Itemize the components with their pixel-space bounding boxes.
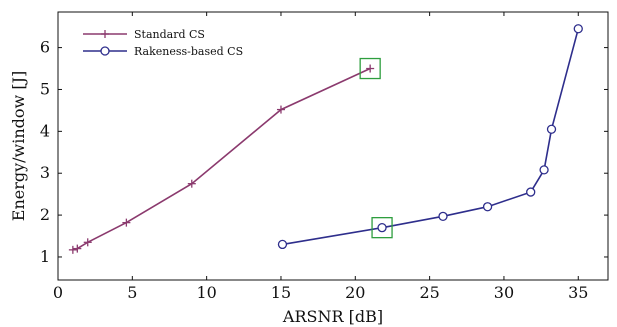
data-point — [366, 64, 375, 73]
x-axis-label: ARSNR [dB] — [282, 307, 383, 326]
series-1 — [68, 64, 375, 254]
y-tick-label: 2 — [40, 205, 50, 224]
y-tick-label: 3 — [40, 163, 50, 182]
legend-label: Standard CS — [134, 28, 205, 41]
data-point — [539, 165, 549, 175]
data-point — [73, 244, 82, 253]
plot-frame — [57, 11, 609, 281]
highlight-box — [371, 217, 393, 239]
x-tick-label: 0 — [53, 283, 63, 302]
data-point — [546, 124, 557, 134]
data-point — [276, 105, 285, 114]
y-tick-label: 6 — [40, 38, 50, 57]
x-tick-label: 10 — [196, 283, 216, 302]
data-point — [187, 179, 196, 188]
x-tick-label: 20 — [345, 283, 365, 302]
data-point — [68, 245, 77, 254]
y-tick-label: 4 — [40, 121, 50, 140]
series-line — [282, 28, 580, 246]
legend-marker — [100, 46, 110, 56]
data-point — [438, 211, 448, 222]
legend-label: Rakeness-based CS — [134, 45, 243, 58]
series-2 — [277, 24, 583, 250]
x-tick-label: 5 — [127, 283, 137, 302]
highlight-box — [359, 57, 381, 80]
x-tick-label: 25 — [419, 283, 439, 302]
x-tick-label: 30 — [494, 283, 514, 302]
legend: Standard CS Rakeness-based CS — [83, 28, 243, 58]
x-tick-label: 35 — [568, 283, 588, 302]
data-point — [377, 223, 387, 233]
data-point — [83, 238, 92, 247]
legend-marker — [101, 30, 109, 38]
y-tick-label: 5 — [40, 79, 50, 98]
series-line — [72, 67, 371, 251]
data-point — [482, 202, 493, 212]
data-point — [122, 218, 131, 227]
y-axis-label: Energy/window [J] — [9, 71, 28, 221]
x-tick-label: 15 — [271, 283, 291, 302]
data-point — [277, 239, 288, 250]
data-point — [573, 24, 583, 34]
y-tick-label: 1 — [40, 247, 50, 266]
series-layer — [68, 24, 583, 254]
plot-area: 0 5 10 15 20 25 30 35 1 2 3 4 5 6 — [40, 11, 609, 302]
data-point — [526, 187, 536, 197]
